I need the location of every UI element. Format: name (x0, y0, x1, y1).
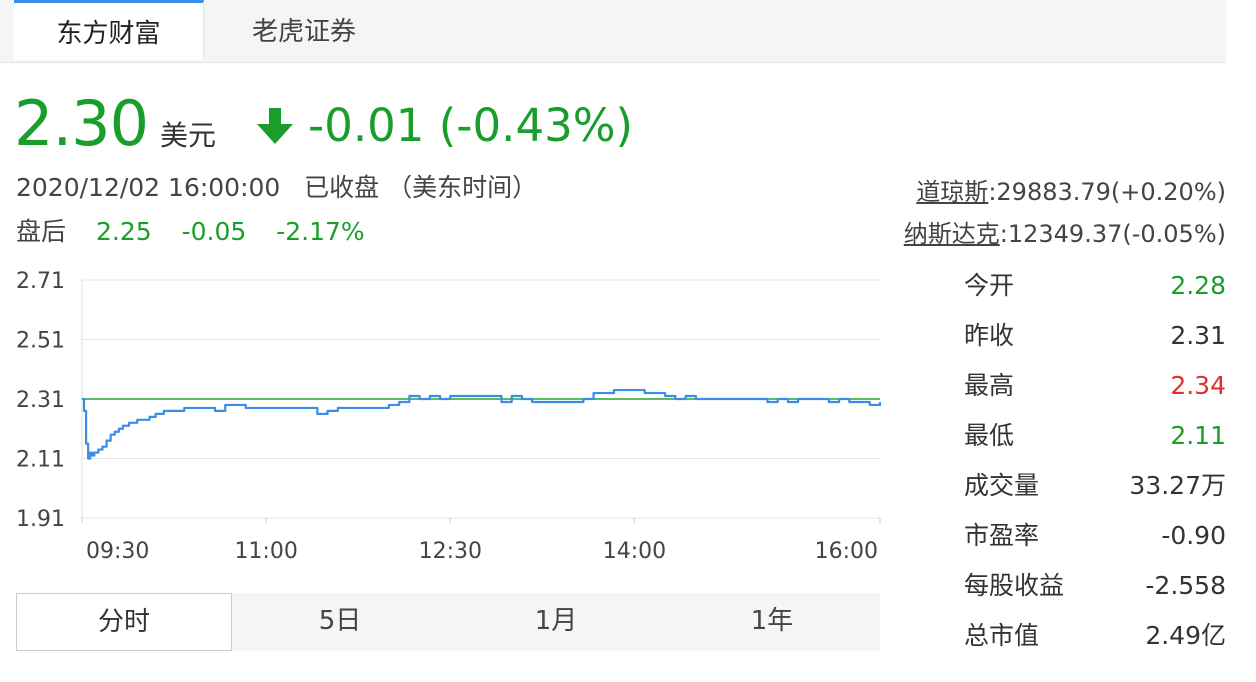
stat-row: 市盈率 -0.90 (964, 516, 1226, 566)
down-arrow-icon (257, 108, 293, 144)
index-dow-value: :29883.79(+0.20%) (988, 178, 1226, 206)
stat-value: 2.11 (1170, 421, 1226, 450)
stat-label: 最低 (964, 421, 1015, 450)
stat-label: 每股收益 (964, 571, 1065, 600)
stat-row: 总市值 2.49亿 (964, 616, 1226, 666)
tab-eastmoney[interactable]: 东方财富 (14, 0, 204, 60)
period-tab-intraday[interactable]: 分时 (16, 593, 232, 651)
stat-label: 市盈率 (964, 521, 1040, 550)
tab-tiger-securities[interactable]: 老虎证券 (251, 17, 356, 47)
stat-value: -2.558 (1145, 571, 1226, 600)
timezone-note: （美东时间） (387, 173, 538, 202)
stat-value: 2.49亿 (1145, 621, 1226, 650)
stat-value: 33.27万 (1129, 471, 1226, 500)
stat-label: 最高 (964, 371, 1015, 400)
after-hours-change: -0.05 (181, 217, 247, 246)
index-nasdaq: 纳斯达克:12349.37(-0.05%) (904, 214, 1226, 249)
stat-row: 最低 2.11 (964, 416, 1226, 466)
stat-label: 昨收 (964, 321, 1015, 350)
stat-label: 总市值 (964, 621, 1040, 650)
stats-panel: 今开 2.28 昨收 2.31 最高 2.34 最低 2.11 成交量 33.27万 市盈… (964, 266, 1226, 666)
stat-value: 2.28 (1170, 271, 1226, 300)
index-dow-link[interactable]: 道琼斯 (916, 178, 989, 206)
after-hours-label: 盘后 (16, 217, 67, 246)
tab-bar: 东方财富 老虎证券 (0, 0, 1226, 63)
y-tick-label: 2.11 (16, 448, 65, 473)
x-tick-label: 09:30 (86, 539, 149, 564)
y-tick-label: 2.51 (16, 329, 65, 354)
after-hours-percent: -2.17% (276, 217, 365, 246)
price-series-line (82, 388, 882, 460)
x-tick-label: 11:00 (234, 539, 297, 564)
quote-time: 2020/12/02 16:00:00 已收盘 （美东时间） (16, 168, 537, 204)
market-status: 已收盘 (304, 173, 380, 202)
index-dow: 道琼斯:29883.79(+0.20%) (916, 172, 1226, 207)
x-tick-label: 12:30 (419, 539, 482, 564)
y-tick-label: 2.31 (16, 388, 65, 413)
index-nasdaq-link[interactable]: 纳斯达克 (903, 220, 1000, 248)
index-nasdaq-value: :12349.37(-0.05%) (999, 220, 1226, 248)
stat-value: 2.34 (1170, 371, 1226, 400)
period-tab-1y[interactable]: 1年 (664, 593, 880, 651)
after-hours-price: 2.25 (95, 217, 152, 246)
period-tab-5d[interactable]: 5日 (232, 593, 448, 651)
y-tick-label: 2.71 (16, 269, 65, 294)
y-tick-label: 1.91 (16, 507, 65, 532)
x-tick-label: 16:00 (815, 539, 878, 564)
datetime: 2020/12/02 16:00:00 (16, 173, 281, 202)
after-hours: 盘后 2.25 -0.05 -2.17% (16, 212, 365, 248)
stat-row: 每股收益 -2.558 (964, 566, 1226, 616)
stat-label: 成交量 (964, 471, 1040, 500)
stat-label: 今开 (964, 271, 1015, 300)
currency-unit: 美元 (160, 119, 217, 152)
current-price: 2.30 (14, 87, 149, 160)
stat-row: 成交量 33.27万 (964, 466, 1226, 516)
stat-row: 最高 2.34 (964, 366, 1226, 416)
stat-value: -0.90 (1161, 521, 1226, 550)
price-change: -0.01 (-0.43%) (308, 99, 634, 152)
stat-value: 2.31 (1170, 321, 1226, 350)
stat-row: 昨收 2.31 (964, 316, 1226, 366)
period-tabs: 分时 5日 1月 1年 (16, 593, 880, 651)
intraday-chart[interactable]: 2.71 2.51 2.31 2.11 1.91 09:30 11:00 12:30 14:00… (0, 262, 900, 572)
stat-row: 今开 2.28 (964, 266, 1226, 316)
period-tab-1m[interactable]: 1月 (448, 593, 664, 651)
x-tick-label: 14:00 (603, 539, 666, 564)
